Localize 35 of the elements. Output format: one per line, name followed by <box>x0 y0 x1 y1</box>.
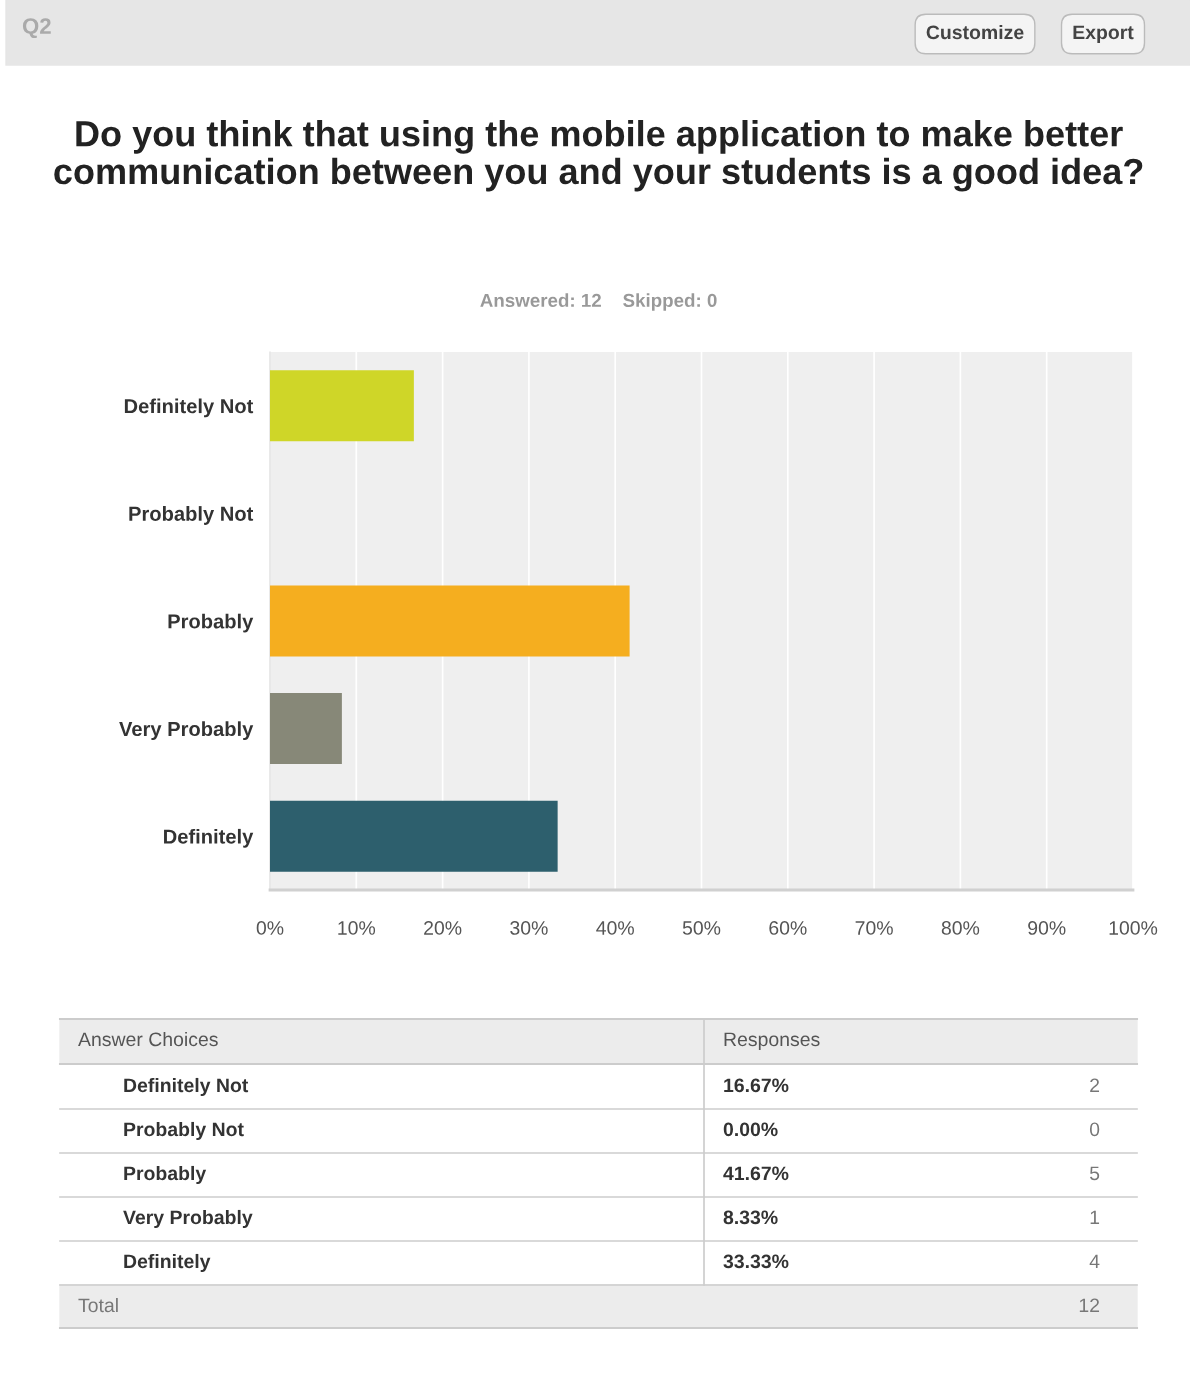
text: 4 <box>1089 1254 1100 1269</box>
y-tick-label: Definitely Not <box>124 398 254 418</box>
text: Q2 <box>22 18 51 39</box>
x-tick-label: 0% <box>256 921 284 935</box>
text: 8.33% <box>723 1210 778 1225</box>
y-tick-label: Probably <box>168 613 254 633</box>
text: 12 <box>1079 1298 1100 1313</box>
text: 33.33% <box>723 1254 789 1269</box>
y-tick-label: Definitely <box>164 828 254 848</box>
x-tick-label: 90% <box>1028 921 1066 935</box>
x-tick-label: 70% <box>855 921 893 935</box>
x-tick-label: 30% <box>510 921 548 935</box>
y-tick-label: Very Probably <box>119 721 254 741</box>
x-tick-label: 50% <box>682 921 721 935</box>
y-tick-label: Probably Not <box>129 506 254 525</box>
text: 16.67% <box>724 1078 789 1093</box>
chart-subtitle: Answered: 12 Skipped: 0 <box>480 293 717 311</box>
text: 5 <box>1089 1166 1100 1181</box>
text: Responses <box>724 1032 820 1051</box>
text: 1 <box>1090 1210 1100 1225</box>
x-tick-label: 20% <box>424 921 462 935</box>
x-tick-label: 40% <box>596 921 634 935</box>
x-tick-label: 10% <box>338 921 376 935</box>
x-tick-label: 100% <box>1109 921 1158 935</box>
text: Answer Choices <box>78 1031 218 1047</box>
text: 0.00% <box>723 1122 778 1137</box>
text: Customize <box>926 24 1024 40</box>
text: 41.67% <box>723 1166 789 1181</box>
text: Total <box>78 1297 118 1313</box>
text: 2 <box>1090 1078 1100 1093</box>
chart-title: Do you think that using the mobile application to make better communication between you and your students is a good idea? <box>54 120 1143 192</box>
text: 0 <box>1089 1122 1100 1137</box>
text: Export <box>1073 25 1134 44</box>
x-tick-label: 60% <box>769 921 807 935</box>
x-tick-label: 80% <box>941 921 980 935</box>
